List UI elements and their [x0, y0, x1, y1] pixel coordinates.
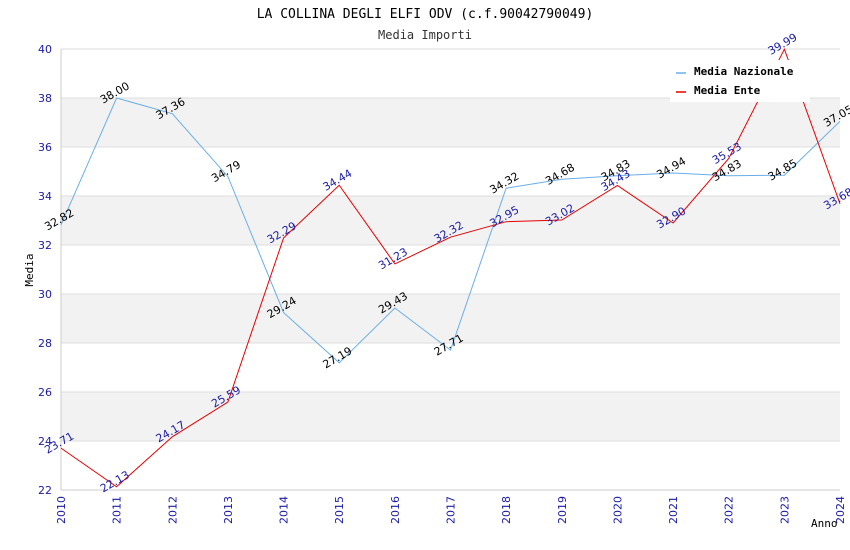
- y-tick-label: 34: [38, 190, 52, 203]
- x-tick-label: 2018: [500, 496, 513, 524]
- x-tick-label: 2011: [111, 496, 124, 524]
- series-line-media-ente: [60, 47, 841, 488]
- x-tick-label: 2024: [834, 496, 847, 524]
- y-tick-label: 36: [38, 141, 52, 154]
- x-tick-label: 2020: [611, 496, 624, 524]
- y-tick-label: 40: [38, 43, 52, 56]
- axes: [60, 49, 840, 491]
- y-tick-label: 32: [38, 239, 52, 252]
- y-axis-label: Media: [23, 253, 36, 286]
- grid-lines: [61, 48, 840, 491]
- grid-band: [61, 392, 840, 441]
- y-tick-labels: 22 24 26 28 30 32 34 36 38 40: [38, 43, 52, 497]
- grid-band: [61, 98, 840, 147]
- legend-label-media-ente: Media Ente: [694, 84, 761, 97]
- x-tick-label: 2017: [445, 496, 458, 524]
- x-tick-label: 2012: [166, 496, 179, 524]
- y-tick-label: 22: [38, 484, 52, 497]
- y-tick-label: 26: [38, 386, 52, 399]
- grid-band: [61, 343, 840, 392]
- x-tick-label: 2019: [556, 496, 569, 524]
- grid-band: [61, 441, 840, 490]
- grid-bands: [61, 49, 840, 490]
- legend-background: [670, 60, 810, 102]
- x-tick-label: 2010: [55, 496, 68, 524]
- legend: Media Nazionale Media Ente: [670, 60, 810, 102]
- x-tick-label: 2014: [278, 496, 291, 524]
- x-tick-label: 2023: [778, 496, 791, 524]
- y-tick-label: 24: [38, 435, 52, 448]
- y-tick-label: 28: [38, 337, 52, 350]
- chart-title: LA COLLINA DEGLI ELFI ODV (c.f.900427900…: [257, 7, 594, 22]
- series-lines: [60, 47, 841, 488]
- y-tick-label: 30: [38, 288, 52, 301]
- grid-band: [61, 294, 840, 343]
- x-axis-label: Anno: [811, 517, 838, 530]
- x-tick-label: 2021: [667, 496, 680, 524]
- grid-band: [61, 147, 840, 196]
- series-line-media-nazionale: [60, 97, 841, 364]
- x-tick-label: 2022: [723, 496, 736, 524]
- y-tick-label: 38: [38, 92, 52, 105]
- chart-subtitle: Media Importi: [378, 28, 472, 42]
- legend-label-media-nazionale: Media Nazionale: [694, 65, 794, 78]
- x-tick-label: 2015: [333, 496, 346, 524]
- x-tick-label: 2016: [389, 496, 402, 524]
- x-tick-labels: 2010 2011 2012 2013 2014 2015 2016 2017 2018 2019…: [55, 496, 847, 524]
- x-tick-label: 2013: [222, 496, 235, 524]
- grid-band: [61, 245, 840, 294]
